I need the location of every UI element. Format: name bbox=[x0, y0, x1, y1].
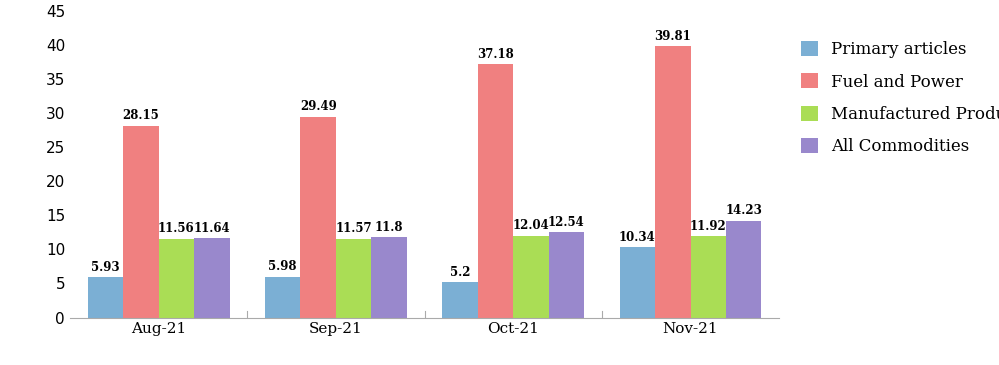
Text: 14.23: 14.23 bbox=[725, 204, 762, 217]
Text: 11.57: 11.57 bbox=[336, 222, 372, 235]
Text: 5.98: 5.98 bbox=[269, 260, 297, 273]
Text: 28.15: 28.15 bbox=[123, 110, 159, 122]
Bar bbox=[88, 277, 123, 318]
Bar bbox=[619, 247, 655, 318]
Bar bbox=[655, 46, 690, 318]
Bar bbox=[478, 64, 513, 318]
Text: 5.2: 5.2 bbox=[450, 266, 471, 279]
Text: 39.81: 39.81 bbox=[654, 30, 691, 43]
Bar bbox=[123, 126, 159, 318]
Bar bbox=[726, 220, 761, 318]
Text: 11.56: 11.56 bbox=[158, 222, 195, 235]
Text: 37.18: 37.18 bbox=[478, 48, 513, 61]
Bar bbox=[301, 117, 336, 318]
Bar bbox=[690, 236, 726, 318]
Text: 11.64: 11.64 bbox=[194, 222, 230, 235]
Text: 29.49: 29.49 bbox=[300, 100, 337, 113]
Text: 12.04: 12.04 bbox=[512, 219, 549, 232]
Bar bbox=[336, 239, 372, 318]
Bar bbox=[265, 277, 301, 318]
Text: 10.34: 10.34 bbox=[619, 231, 655, 244]
Text: 11.8: 11.8 bbox=[375, 221, 404, 234]
Bar bbox=[372, 237, 407, 318]
Bar bbox=[159, 239, 194, 318]
Text: 12.54: 12.54 bbox=[548, 216, 584, 229]
Text: 5.93: 5.93 bbox=[91, 261, 120, 274]
Bar bbox=[194, 238, 230, 318]
Bar bbox=[443, 282, 478, 318]
Bar bbox=[513, 235, 548, 318]
Legend: Primary articles, Fuel and Power, Manufactured Products, All Commodities: Primary articles, Fuel and Power, Manufa… bbox=[794, 35, 999, 162]
Bar bbox=[548, 232, 584, 318]
Text: 11.92: 11.92 bbox=[690, 220, 726, 233]
